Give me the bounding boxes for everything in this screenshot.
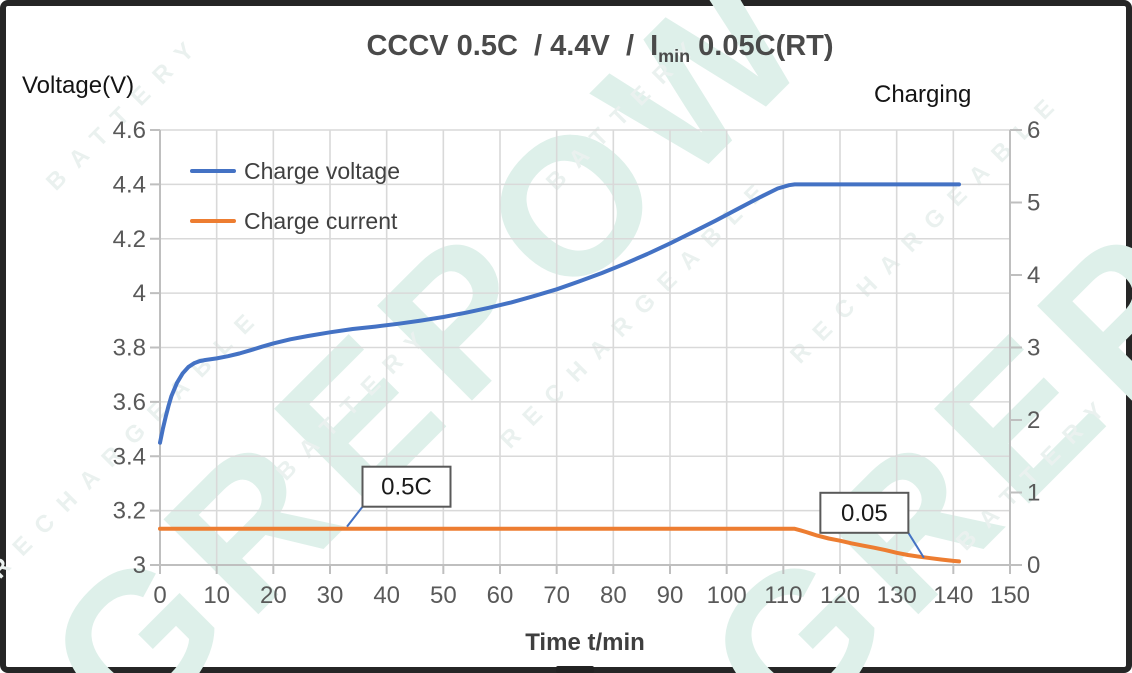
y-axis-left-title: Voltage(V) — [22, 72, 135, 99]
x-tick-label: 20 — [260, 582, 287, 609]
x-tick-label: 0 — [153, 582, 166, 609]
legend-label: Charge current — [244, 208, 398, 234]
x-tick-label: 90 — [657, 582, 684, 609]
charge-voltage-line — [158, 182, 961, 445]
x-tick-label: 10 — [203, 582, 230, 609]
y-right-tick-label: 0 — [1027, 552, 1040, 579]
x-tick-label: 80 — [600, 582, 627, 609]
x-tick-label: 70 — [543, 582, 570, 609]
callout-leader-line — [907, 532, 925, 559]
y-right-tick-label: 3 — [1027, 335, 1040, 362]
title-subscript: min — [658, 45, 691, 66]
x-tick-label: 110 — [764, 582, 802, 609]
callout-box — [361, 465, 452, 508]
y-right-tick-label: 5 — [1027, 190, 1040, 217]
x-tick-label: 30 — [317, 582, 344, 609]
x-axis-title: Time t/min — [525, 629, 645, 656]
legend-item-charge-current: Charge current — [190, 206, 397, 236]
callout-leader-line — [346, 506, 364, 528]
y-right-tick-label: 4 — [1027, 262, 1040, 289]
y-left-tick-label: 3.6 — [113, 389, 146, 416]
legend-item-charge-voltage: Charge voltage — [190, 156, 400, 186]
callout-label: 0.5C — [381, 474, 432, 501]
axes — [150, 129, 1022, 574]
x-tick-label: 130 — [877, 582, 917, 609]
callout-box — [819, 491, 910, 534]
callout-label: 0.05 — [841, 500, 888, 527]
y-left-tick-label: 4.2 — [113, 226, 146, 253]
annotations: 0.5C 0.05 — [346, 465, 925, 559]
cropped-caption-fragment — [556, 666, 594, 673]
charge-voltage-legend-swatch — [190, 169, 236, 173]
x-tick-label: 120 — [820, 582, 860, 609]
y-right-tick-label: 1 — [1027, 480, 1040, 507]
y-right-tick-label: 6 — [1027, 117, 1040, 144]
y-left-tick-label: 4.4 — [113, 171, 146, 198]
x-tick-label: 100 — [707, 582, 747, 609]
x-tick-label: 150 — [990, 582, 1030, 609]
charge-current-legend-swatch — [190, 219, 236, 223]
y-left-tick-label: 4.6 — [113, 117, 146, 144]
x-tick-label: 40 — [373, 582, 400, 609]
x-tick-label: 140 — [933, 582, 973, 609]
y-axis-right-title: Charging — [874, 81, 972, 108]
y-left-tick-label: 4 — [133, 280, 146, 307]
x-tick-label: 60 — [487, 582, 514, 609]
legend-label: Charge voltage — [244, 158, 400, 184]
y-left-tick-label: 3.4 — [113, 443, 146, 470]
y-left-tick-label: 3.2 — [113, 498, 146, 525]
y-left-tick-label: 3.8 — [113, 335, 146, 362]
chart-title: CCCV 0.5C / 4.4V / Imin 0.05C(RT) — [366, 30, 834, 66]
y-right-tick-label: 2 — [1027, 407, 1040, 434]
x-tick-label: 50 — [430, 582, 457, 609]
y-left-tick-label: 3 — [133, 552, 146, 579]
